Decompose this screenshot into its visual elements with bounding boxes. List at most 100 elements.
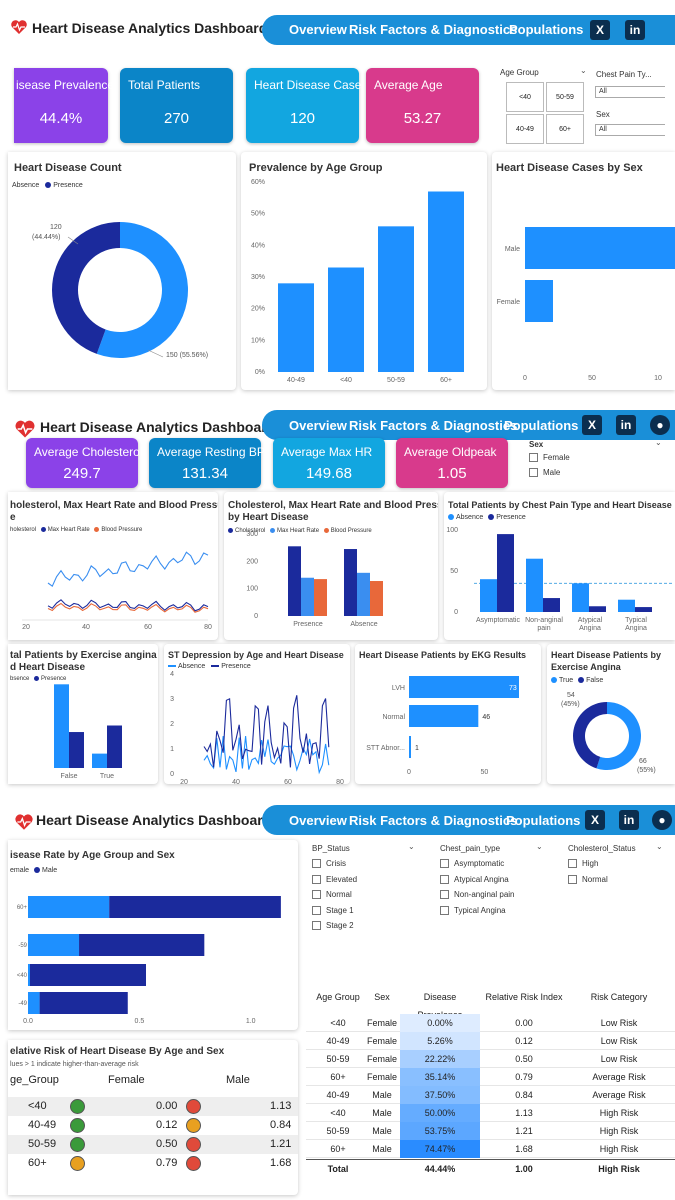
bp-status-checkbox[interactable]: Crisis — [312, 859, 346, 869]
checkbox-icon[interactable] — [440, 890, 449, 900]
table-cell: 60+ — [330, 1072, 346, 1082]
y-tick-label: 0 — [254, 613, 258, 620]
linkedin-icon[interactable]: in — [625, 20, 645, 40]
y-tick-label: Male — [505, 246, 520, 253]
table-cell: Male — [372, 1090, 392, 1100]
chest-pain-type-checkbox[interactable]: Atypical Angina — [440, 875, 509, 884]
kpi-resting-bp: Average Resting BP 131.34 — [149, 438, 265, 488]
table-row: 40-49 Female 5.26% 0.12 Low Risk — [306, 1032, 675, 1050]
table-cell: 35.14% — [400, 1068, 480, 1086]
y-tick-label: 300 — [246, 531, 258, 538]
chest-pain-type-checkbox[interactable]: Non-anginal pain — [440, 890, 515, 900]
donut-slice-true — [573, 702, 607, 769]
chevron-down-icon[interactable]: ⌄ — [536, 842, 543, 851]
sex-male-checkbox[interactable]: Male — [529, 468, 560, 478]
checkbox-icon[interactable] — [568, 874, 577, 884]
bar-50-59 — [378, 226, 414, 372]
bp-status-checkbox[interactable]: Stage 1 — [312, 906, 354, 915]
checkbox-icon[interactable] — [568, 859, 577, 869]
bar-Presence-Max Heart Rate — [301, 577, 314, 616]
table-row: <40 Male 50.00% 1.13 High Risk — [306, 1104, 675, 1122]
nav-populations[interactable]: Populations — [506, 813, 581, 828]
sex-dropdown[interactable]: All — [595, 124, 665, 136]
age-chip-50-59[interactable]: 50-59 — [546, 82, 584, 112]
bar-Typical Angina-Presence — [635, 607, 652, 612]
age-chip-60plus[interactable]: 60+ — [546, 114, 584, 144]
table-cell: High Risk — [599, 1108, 639, 1118]
bar-40-49-female — [28, 992, 40, 1014]
checkbox-icon[interactable] — [312, 921, 321, 931]
sex-female-checkbox[interactable]: Female — [529, 453, 570, 463]
checkbox-icon[interactable] — [312, 874, 321, 884]
x-tick-label: True — [100, 773, 114, 780]
table-cell: Total — [327, 1164, 349, 1174]
y-tick-label: 4 — [170, 671, 174, 678]
chest-pain-type-checkbox[interactable]: Typical Angina — [440, 906, 506, 915]
chest-pain-dropdown[interactable]: All — [595, 86, 665, 98]
table-cell: High Risk — [598, 1164, 640, 1174]
nav-populations[interactable]: Populations — [504, 418, 579, 433]
table-cell: Female — [366, 1018, 397, 1028]
kpi-cholesterol: Average Cholesterol 249.7 — [26, 438, 143, 488]
chevron-down-icon[interactable]: ⌄ — [408, 842, 415, 851]
nav-overview[interactable]: Overview — [289, 22, 347, 37]
prevalence-age-panel: Prevalence by Age Group 60% 50% 40% 30% 20% 1… — [241, 152, 487, 390]
bar-Atypical Angina-Presence — [589, 606, 606, 612]
nav-risk-factors[interactable]: Risk Factors & Diagnostics — [349, 418, 518, 433]
nav-risk-factors[interactable]: Risk Factors & Diagnostics — [349, 22, 518, 37]
table-row: 50-59 Male 53.75% 1.21 High Risk — [306, 1122, 675, 1140]
linkedin-icon[interactable]: in — [619, 810, 639, 830]
x-tick-label: Non-anginal — [525, 617, 563, 624]
github-icon[interactable]: ● — [652, 810, 672, 830]
checkbox-icon[interactable] — [312, 890, 321, 900]
x-social-icon[interactable]: X — [585, 810, 605, 830]
chevron-down-icon[interactable]: ⌄ — [656, 842, 663, 851]
nav-overview[interactable]: Overview — [289, 418, 347, 433]
table-row: 50-59 Female 22.22% 0.50 Low Risk — [306, 1050, 675, 1068]
x-tick-label: 50 — [588, 375, 596, 382]
relative-risk-row: 60+ 0.79 1.68 — [8, 1154, 298, 1173]
age-chip-lt40[interactable]: <40 — [506, 82, 544, 112]
y-tick-label: -49 — [18, 1001, 27, 1007]
bp-status-checkbox[interactable]: Normal — [312, 890, 352, 900]
bp-status-checkbox[interactable]: Stage 2 — [312, 921, 354, 931]
checkbox-icon[interactable] — [312, 905, 321, 915]
nav-overview[interactable]: Overview — [289, 813, 347, 828]
checkbox-icon[interactable] — [440, 859, 449, 869]
rate-age-sex-chart: 60+ -59 <40 -49 0.0 0.5 1.0 — [17, 896, 281, 1025]
nav-populations[interactable]: Populations — [509, 22, 584, 37]
chevron-down-icon[interactable]: ⌄ — [580, 66, 587, 75]
cholesterol-status-checkbox[interactable]: High — [568, 859, 598, 869]
age-chip-40-49[interactable]: 40-49 — [506, 114, 544, 144]
github-icon[interactable]: ● — [650, 415, 670, 435]
checkbox-icon[interactable] — [440, 905, 449, 915]
x-tick-label: 40 — [232, 779, 240, 784]
cholesterol-status-checkbox[interactable]: Normal — [568, 875, 608, 884]
x-tick-label: 80 — [336, 779, 344, 784]
line-absence — [203, 735, 330, 775]
linkedin-icon[interactable]: in — [616, 415, 636, 435]
table-cell: Male — [372, 1144, 392, 1154]
bp-status-title: BP_Status — [312, 844, 350, 853]
x-tick-label: Typical — [625, 617, 647, 624]
kpi-total-patients: Total Patients 270 — [120, 68, 233, 143]
x-social-icon[interactable]: X — [590, 20, 610, 40]
y-tick-label: 50% — [251, 211, 265, 218]
x-tick-label: Angina — [579, 625, 601, 632]
bar-<40-female — [28, 964, 30, 986]
chevron-down-icon[interactable]: ⌄ — [655, 438, 662, 447]
chest-pain-type-checkbox[interactable]: Asymptomatic — [440, 859, 504, 869]
checkbox-icon[interactable] — [440, 874, 449, 884]
y-tick-label: 1 — [170, 746, 174, 753]
x-social-icon[interactable]: X — [582, 415, 602, 435]
checkbox-icon[interactable] — [312, 859, 321, 869]
bp-status-checkbox[interactable]: Elevated — [312, 875, 357, 884]
bar-40-49 — [278, 283, 314, 372]
x-tick-label: 60 — [284, 779, 292, 784]
x-tick-label: Atypical — [578, 617, 603, 624]
table-cell: 0.00% — [400, 1014, 480, 1032]
data-label: 46 — [482, 714, 490, 721]
nav-risk-factors[interactable]: Risk Factors & Diagnostics — [349, 813, 518, 828]
donut-legend: Absence Presence — [12, 182, 83, 189]
table-cell: 53.75% — [400, 1122, 480, 1140]
